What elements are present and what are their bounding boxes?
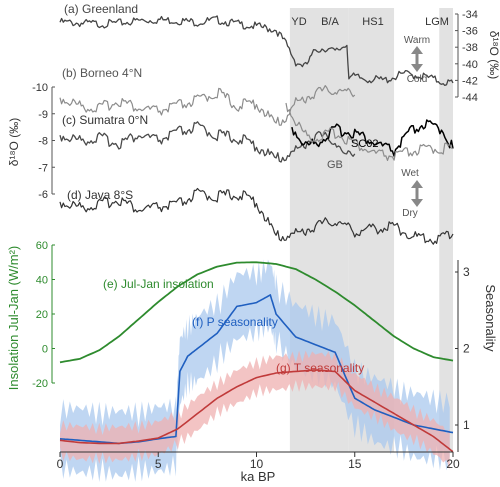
insolation-tick-label: 0: [42, 344, 48, 356]
x-axis-title: ka BP: [241, 469, 276, 484]
insolation-axis-title-text: Insolation Jul-Jan (W/m²): [6, 246, 21, 390]
band-lgm: [439, 8, 453, 452]
series-line-t-seasonality: [59, 369, 454, 453]
series-label-gb: GB: [327, 159, 343, 171]
series-label-sumatra: (c) Sumatra 0°N: [62, 113, 148, 127]
warm-cold-arrow-icon: [411, 46, 423, 72]
greenland-tick-label: -38: [462, 42, 478, 54]
insolation-axis-title: Insolation Jul-Jan (W/m²): [6, 246, 21, 390]
seasonality-tick-label: 1: [463, 418, 470, 432]
x-tick-label: 20: [446, 457, 460, 471]
data-series: [59, 15, 454, 482]
seasonality-tick-label: 3: [463, 265, 470, 279]
greenland-axis-title: δ¹⁸O (‰): [487, 31, 500, 79]
series-line-greenland: [59, 15, 454, 87]
greenland-tick-label: -36: [462, 26, 478, 38]
series-label-java: (d) Java 8°S: [67, 188, 133, 202]
series-label-insolation: (e) Jul-Jan insolation: [103, 277, 214, 291]
insolation-tick-label: 60: [36, 240, 48, 252]
series-line-sc02: [291, 119, 454, 157]
band-label-lgm: LGM: [425, 16, 449, 28]
speleothem-tick-label: -10: [32, 82, 48, 94]
speleothem-tick-label: -9: [38, 109, 48, 121]
x-tick-label: 5: [155, 457, 162, 471]
x-tick-label: 15: [348, 457, 362, 471]
series-line-gb: [285, 102, 454, 161]
band-label-hs1: HS1: [362, 16, 383, 28]
series-label-greenland: (a) Greenland: [64, 2, 138, 16]
series-label-t-seasonality: (g) T seasonality: [276, 361, 364, 375]
series-label-sc02: SC02: [351, 138, 379, 150]
x-tick-label: 10: [250, 457, 264, 471]
wet-dry-arrow-icon: [411, 180, 423, 207]
dry-label: Dry: [402, 208, 418, 219]
series-line-insolation: [59, 261, 454, 364]
wet-label: Wet: [401, 168, 419, 179]
seasonality-axis-title: Seasonality: [483, 284, 498, 352]
series-label-borneo: (b) Borneo 4°N: [62, 66, 142, 80]
insolation-tick-label: 40: [36, 275, 48, 287]
series-line-borneo: [59, 84, 356, 126]
greenland-tick-label: -40: [462, 59, 478, 71]
speleothem-tick-label: -7: [38, 162, 48, 174]
seasonality-tick-label: 2: [463, 342, 470, 356]
cold-label: Cold: [407, 74, 428, 85]
band-label-yd: YD: [291, 16, 306, 28]
series-line-sumatra: [59, 121, 356, 163]
series-label-p-seasonality: (f) P seasonality: [192, 315, 278, 329]
warm-label: Warm: [404, 35, 430, 46]
greenland-tick-label: -34: [462, 9, 478, 21]
speleothem-tick-label: -6: [38, 189, 48, 201]
axes: 0 5 10 15 20-34-36-38-40-42-44-10-9-8-7-6604…: [32, 9, 478, 471]
insolation-tick-label: 20: [36, 309, 48, 321]
speleothem-axis-title: δ¹⁸O (‰): [7, 118, 21, 166]
greenland-tick-label: -42: [462, 75, 478, 87]
series-line-java: [59, 187, 454, 245]
x-tick-label: 0: [57, 457, 64, 471]
insolation-tick-label: -20: [32, 378, 48, 390]
band-label-ba: B/A: [321, 16, 339, 28]
speleothem-tick-label: -8: [38, 136, 48, 148]
greenland-tick-label: -44: [462, 92, 478, 104]
